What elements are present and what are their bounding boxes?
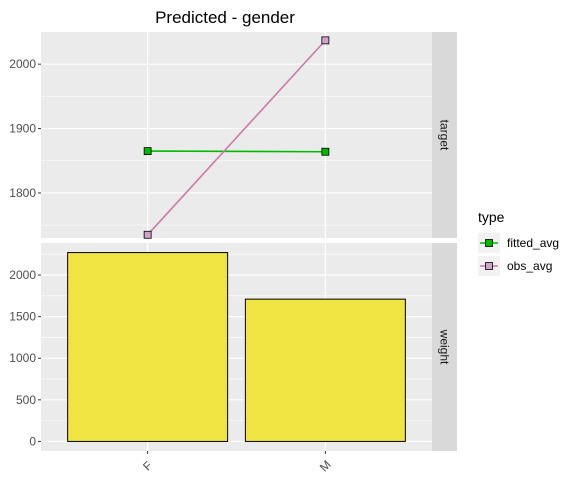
legend-label-obs_avg: obs_avg (507, 259, 552, 273)
target-strip-label: target (438, 120, 452, 151)
legend-key-point-fitted_avg (485, 239, 493, 247)
series-line-obs_avg (147, 39, 326, 236)
weight-strip-label: weight (438, 329, 452, 365)
weight-panel: 0 500 1000 1500 2000 weight (9, 243, 457, 451)
legend: type fitted_avg obs_avg (478, 209, 559, 276)
y-tick-label: 1800 (9, 186, 36, 200)
y-tick-label: 1000 (9, 351, 36, 365)
legend-title: type (478, 209, 505, 225)
point-obs_avg-M (321, 36, 330, 45)
y-tick-label: 0 (29, 434, 36, 448)
target-panel: 1800 1900 2000 target (9, 32, 457, 239)
x-tick-label: M (317, 458, 334, 475)
bar-M (244, 298, 406, 442)
weight-strip (432, 243, 457, 451)
weight-panel-marks (67, 252, 406, 442)
target-panel-background (41, 32, 432, 238)
target-y-axis: 1800 1900 2000 (9, 57, 41, 200)
y-tick-label: 1500 (9, 310, 36, 324)
x-tick-label: F (140, 458, 155, 473)
point-fitted_avg-F (143, 147, 152, 155)
legend-key-point-obs_avg (485, 262, 493, 270)
weight-y-axis: 0 500 1000 1500 2000 (9, 268, 41, 448)
y-tick-label: 500 (16, 393, 36, 407)
y-tick-label: 2000 (9, 268, 36, 282)
point-obs_avg-F (143, 230, 152, 239)
target-strip (432, 32, 457, 238)
legend-label-fitted_avg: fitted_avg (507, 236, 559, 250)
series-line-fitted_avg (147, 150, 326, 153)
chart-title: Predicted - gender (155, 8, 295, 27)
bar-F (67, 252, 229, 442)
y-tick-label: 2000 (9, 57, 36, 71)
y-tick-label: 1900 (9, 122, 36, 136)
target-panel-grid (41, 32, 432, 238)
legend-items: fitted_avg obs_avg (478, 233, 559, 276)
target-panel-marks (143, 36, 330, 239)
point-fitted_avg-M (321, 147, 330, 156)
